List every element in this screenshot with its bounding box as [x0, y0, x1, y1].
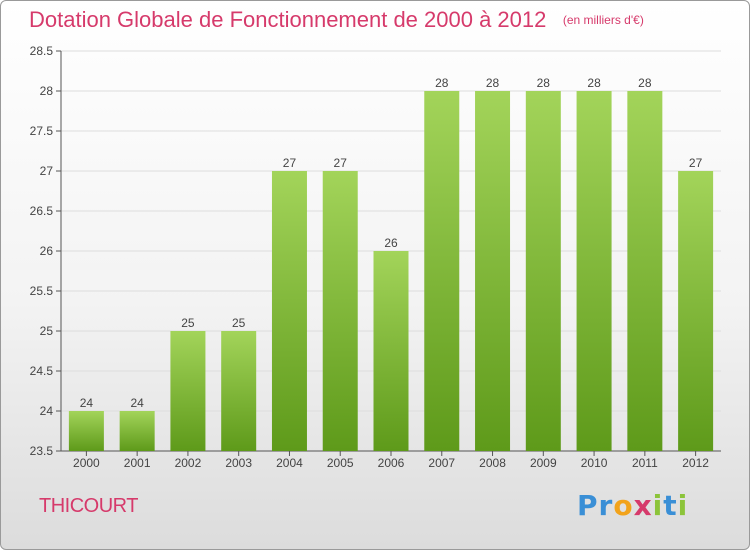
- commune-name: THICOURT: [39, 495, 138, 517]
- bar-2009: [525, 91, 561, 451]
- x-tick-label: 2001: [124, 456, 151, 470]
- bar-2005: [322, 171, 358, 451]
- logo-letter: o: [613, 489, 634, 522]
- data-label: 25: [232, 316, 246, 330]
- bar-2000: [68, 411, 104, 451]
- data-label: 24: [80, 396, 94, 410]
- data-label: 24: [130, 396, 144, 410]
- y-tick-label: 27.5: [30, 124, 54, 138]
- data-label: 25: [181, 316, 195, 330]
- data-label: 26: [384, 236, 398, 250]
- x-tick-label: 2006: [378, 456, 405, 470]
- chart-title: Dotation Globale de Fonctionnement de 20…: [29, 7, 547, 32]
- data-label: 28: [435, 76, 449, 90]
- x-tick-label: 2010: [581, 456, 608, 470]
- bar-2003: [221, 331, 257, 451]
- logo-letter: i: [677, 489, 689, 522]
- data-label: 28: [638, 76, 652, 90]
- chart-unit: (en milliers d'€): [562, 13, 644, 27]
- x-tick-label: 2005: [327, 456, 354, 470]
- logo-letter: r: [598, 489, 614, 522]
- y-tick-label: 24: [40, 404, 54, 418]
- data-label: 27: [689, 156, 703, 170]
- x-tick-label: 2002: [175, 456, 202, 470]
- bars: 24 24 25 25 27 27 26 28 28 28 28 28 27: [68, 76, 714, 451]
- data-label: 28: [486, 76, 500, 90]
- y-tick-label: 27: [40, 164, 54, 178]
- proxiti-logo: Proxiti: [577, 489, 688, 522]
- y-tick-label: 28.5: [30, 44, 54, 58]
- bar-2004: [271, 171, 307, 451]
- bar-2011: [627, 91, 663, 451]
- bar-2006: [373, 251, 409, 451]
- bar-2007: [424, 91, 460, 451]
- x-tick-label: 2011: [632, 456, 658, 470]
- logo-letter: i: [652, 489, 664, 522]
- y-tick-label: 26.5: [30, 204, 54, 218]
- x-tick-label: 2012: [682, 456, 709, 470]
- data-label: 27: [334, 156, 348, 170]
- logo-letter: P: [577, 489, 599, 522]
- bar-2002: [170, 331, 206, 451]
- bar-2010: [576, 91, 612, 451]
- x-tick-label: 2007: [428, 456, 455, 470]
- y-tick-label: 28: [40, 84, 54, 98]
- x-tick-label: 2008: [479, 456, 506, 470]
- chart-header: Dotation Globale de Fonctionnement de 20…: [29, 7, 644, 33]
- x-tick-labels: 2000 2001 2002 2003 2004 2005 2006 2007 2008 2009…: [73, 456, 709, 470]
- y-tick-label: 24.5: [30, 364, 54, 378]
- logo-letter: x: [633, 489, 653, 522]
- data-label: 28: [587, 76, 601, 90]
- y-tick-label: 26: [40, 244, 54, 258]
- bar-2008: [475, 91, 511, 451]
- x-tick-label: 2003: [225, 456, 252, 470]
- bar-2001: [119, 411, 155, 451]
- x-tick-label: 2004: [276, 456, 303, 470]
- y-tick-label: 23.5: [30, 444, 54, 458]
- y-tick-labels: 23.5 24 24.5 25 25.5 26 26.5 27 27.5 28 28.5: [30, 44, 54, 458]
- data-label: 28: [537, 76, 551, 90]
- y-tick-label: 25: [40, 324, 54, 338]
- y-tick-label: 25.5: [30, 284, 54, 298]
- x-tick-label: 2000: [73, 456, 100, 470]
- bar-2012: [678, 171, 714, 451]
- x-tick-label: 2009: [530, 456, 557, 470]
- data-label: 27: [283, 156, 297, 170]
- logo-letter: t: [663, 489, 678, 522]
